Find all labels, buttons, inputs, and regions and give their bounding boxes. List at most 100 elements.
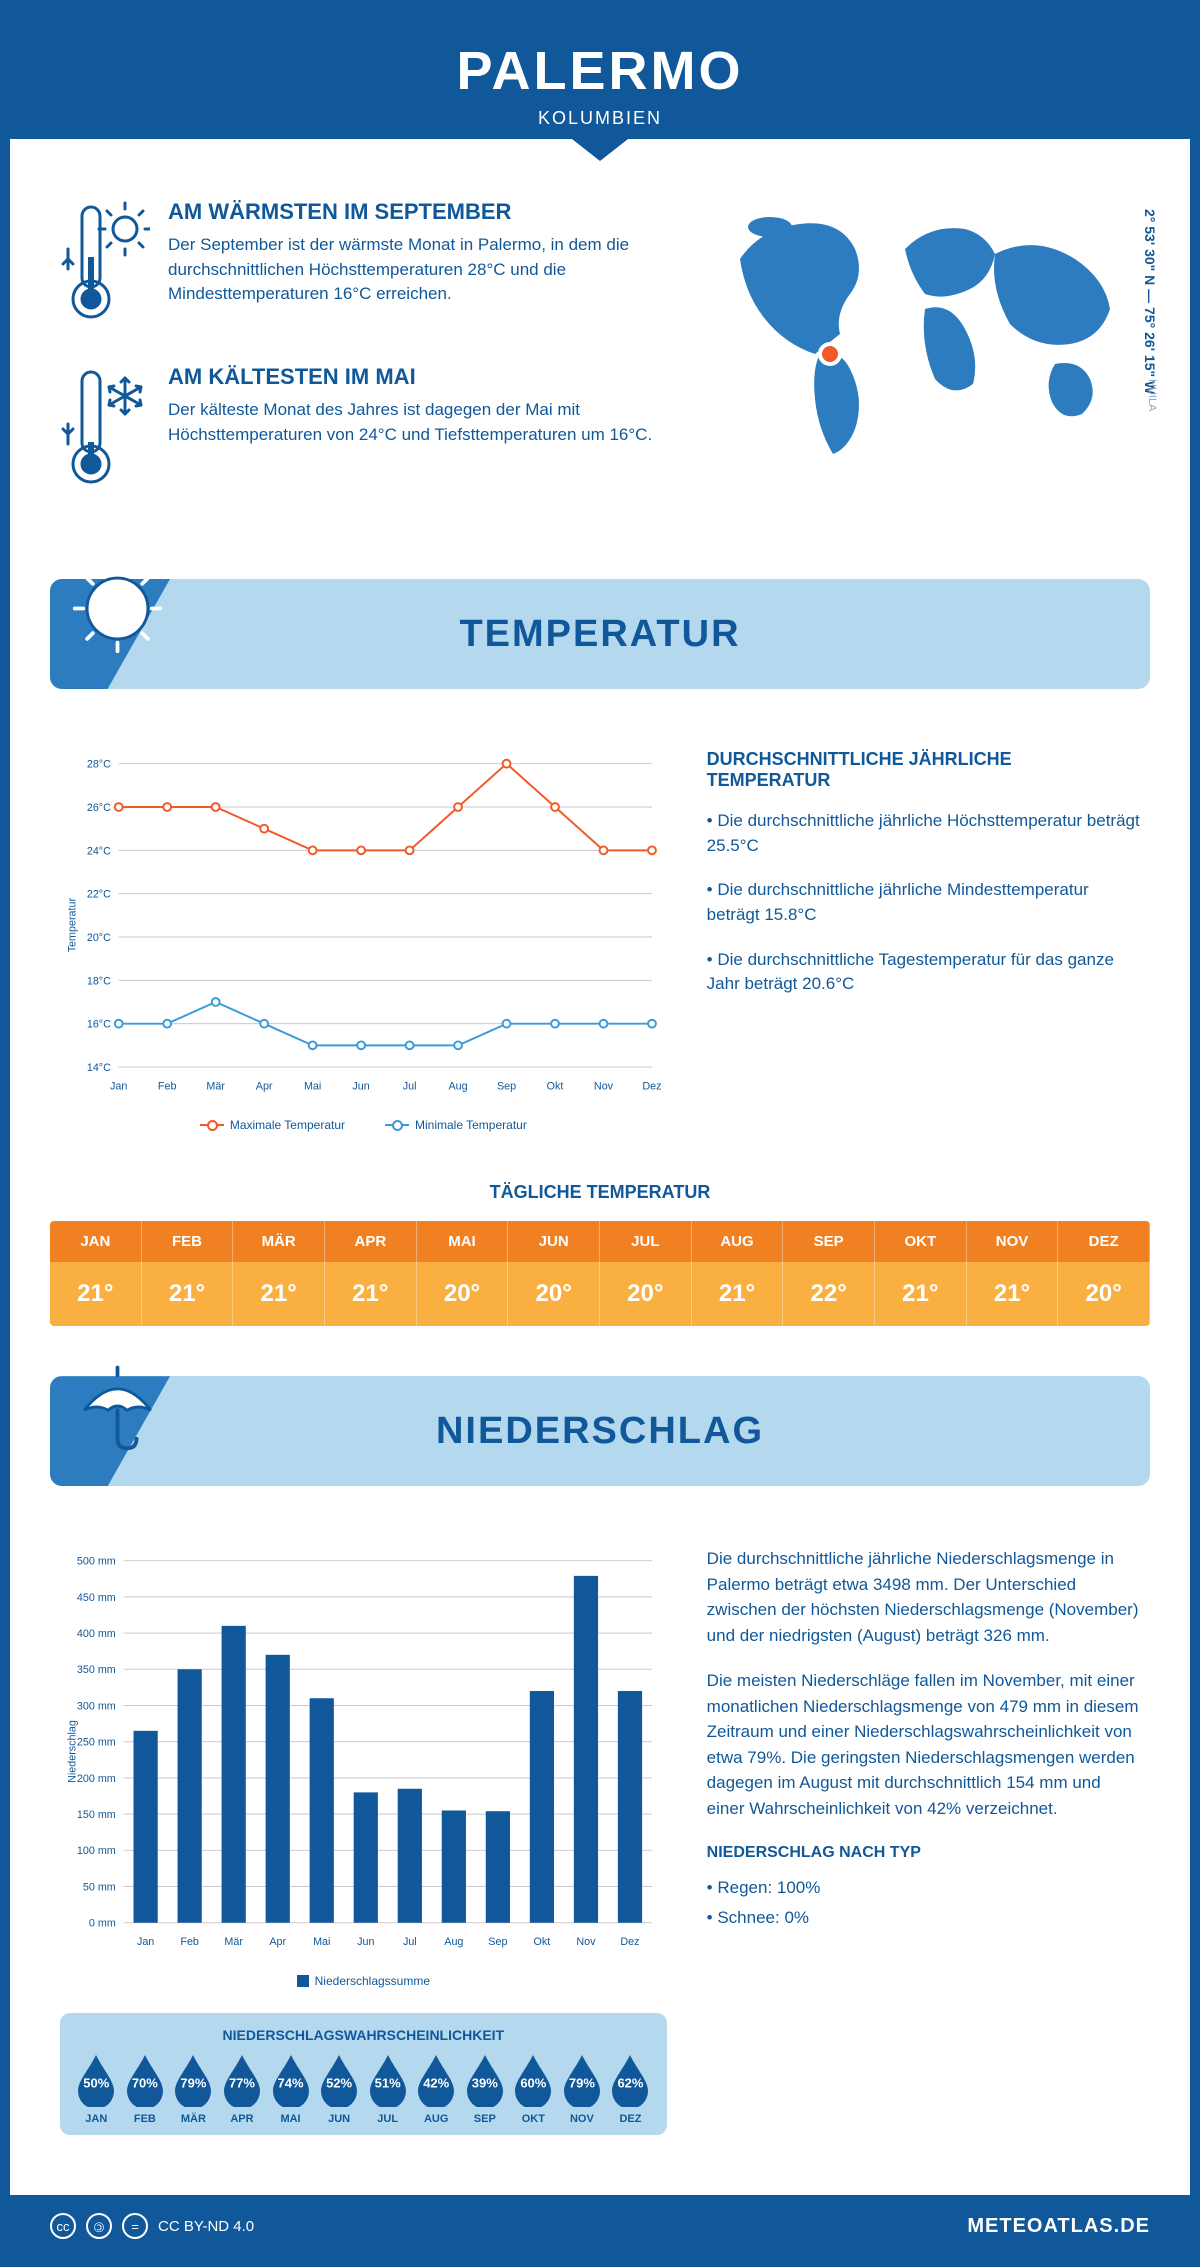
temp-bullet-1: • Die durchschnittliche jährliche Mindes… [707,878,1140,927]
svg-text:16°C: 16°C [87,1019,111,1031]
svg-text:Aug: Aug [448,1081,467,1093]
daily-month: SEP [783,1221,875,1262]
warmest-title: AM WÄRMSTEN IM SEPTEMBER [168,199,680,225]
daily-value: 21° [142,1262,234,1326]
drop-item: 52% JUN [315,2053,364,2125]
svg-text:Mär: Mär [224,1936,243,1948]
svg-text:18°C: 18°C [87,975,111,987]
svg-text:Apr: Apr [256,1081,273,1093]
probability-drops: 50% JAN 70% FEB 79% MÄR 77% APR 74% MAI … [72,2053,655,2125]
daily-month: NOV [967,1221,1059,1262]
precip-type-title: NIEDERSCHLAG NACH TYP [707,1841,1140,1865]
svg-text:Jul: Jul [403,1081,417,1093]
svg-text:28°C: 28°C [87,759,111,771]
svg-text:Dez: Dez [642,1081,661,1093]
svg-text:26°C: 26°C [87,802,111,814]
daily-value: 21° [325,1262,417,1326]
thermometer-snow-icon [60,364,150,499]
drop-percent: 79% [180,2075,206,2090]
svg-text:Nov: Nov [594,1081,614,1093]
raindrop-icon: 50% [74,2053,118,2107]
svg-text:500 mm: 500 mm [77,1556,116,1568]
svg-text:100 mm: 100 mm [77,1845,116,1857]
temperature-body: 14°C16°C18°C20°C22°C24°C26°C28°CJanFebMä… [10,709,1190,1152]
raindrop-icon: 52% [317,2053,361,2107]
temp-legend: .legend-item:nth-child(1) .legend-sw::af… [60,1118,667,1132]
daily-month: MÄR [233,1221,325,1262]
coldest-title: AM KÄLTESTEN IM MAI [168,364,680,390]
daily-month: MAI [417,1221,509,1262]
coordinates: 2° 53' 30" N — 75° 26' 15" W [1142,209,1158,394]
footer-license: cc 🄯 = CC BY-ND 4.0 [50,2213,254,2239]
world-map-icon [710,199,1140,459]
drop-percent: 70% [132,2075,158,2090]
raindrop-icon: 51% [366,2053,410,2107]
drop-month: MAI [266,2113,315,2125]
raindrop-icon: 77% [220,2053,264,2107]
drop-percent: 62% [617,2075,643,2090]
raindrop-icon: 70% [123,2053,167,2107]
svg-text:350 mm: 350 mm [77,1664,116,1676]
drop-month: SEP [461,2113,510,2125]
svg-text:150 mm: 150 mm [77,1809,116,1821]
svg-text:Aug: Aug [444,1936,463,1948]
svg-text:Jan: Jan [110,1081,127,1093]
nd-icon: = [122,2213,148,2239]
precip-banner: NIEDERSCHLAG [50,1376,1150,1486]
svg-text:50 mm: 50 mm [83,1882,116,1894]
drop-month: JUN [315,2113,364,2125]
raindrop-icon: 62% [608,2053,652,2107]
svg-text:Jan: Jan [137,1936,154,1948]
temp-bullet-0: • Die durchschnittliche jährliche Höchst… [707,809,1140,858]
drop-month: AUG [412,2113,461,2125]
svg-text:0 mm: 0 mm [89,1918,116,1930]
drop-item: 42% AUG [412,2053,461,2125]
drop-month: JUL [363,2113,412,2125]
precip-para-1: Die meisten Niederschläge fallen im Nove… [707,1668,1140,1821]
svg-text:Mär: Mär [206,1081,225,1093]
drop-percent: 42% [423,2075,449,2090]
precip-chart-column: 0 mm50 mm100 mm150 mm200 mm250 mm300 mm3… [60,1546,667,2135]
svg-text:24°C: 24°C [87,845,111,857]
intro-facts: AM WÄRMSTEN IM SEPTEMBER Der September i… [60,199,680,529]
svg-text:Dez: Dez [620,1936,639,1948]
country-subtitle: KOLUMBIEN [10,108,1190,129]
daily-value: 22° [783,1262,875,1326]
drop-month: APR [218,2113,267,2125]
raindrop-icon: 42% [414,2053,458,2107]
svg-text:Nov: Nov [576,1936,596,1948]
world-map-container: 2° 53' 30" N — 75° 26' 15" W HUILA [710,199,1140,529]
legend-precip: Niederschlagssumme [297,1974,430,1988]
svg-text:Feb: Feb [180,1936,199,1948]
svg-text:450 mm: 450 mm [77,1592,116,1604]
svg-text:Niederschlag: Niederschlag [67,1720,79,1783]
precip-probability-box: NIEDERSCHLAGSWAHRSCHEINLICHKEIT 50% JAN … [60,2013,667,2135]
temperature-heading: TEMPERATUR [459,613,740,656]
precip-legend: Niederschlagssumme [60,1974,667,1988]
drop-percent: 60% [520,2075,546,2090]
drop-percent: 52% [326,2075,352,2090]
daily-month: OKT [875,1221,967,1262]
drop-item: 77% APR [218,2053,267,2125]
header-wrap: PALERMO KOLUMBIEN [10,10,1190,139]
svg-text:Jul: Jul [403,1936,417,1948]
thermometer-sun-icon [60,199,150,334]
drop-month: NOV [558,2113,607,2125]
daily-month: JUL [600,1221,692,1262]
raindrop-icon: 79% [171,2053,215,2107]
svg-text:400 mm: 400 mm [77,1628,116,1640]
precip-type-0: • Regen: 100% [707,1875,1140,1901]
warmest-text: Der September ist der wärmste Monat in P… [168,233,680,307]
daily-value: 21° [967,1262,1059,1326]
sun-icon [70,561,165,656]
raindrop-icon: 39% [463,2053,507,2107]
region-label: HUILA [1146,379,1158,411]
svg-text:Jun: Jun [352,1081,369,1093]
drop-month: OKT [509,2113,558,2125]
svg-text:Okt: Okt [534,1936,551,1948]
svg-text:Sep: Sep [488,1936,507,1948]
daily-month: JAN [50,1221,142,1262]
precip-para-0: Die durchschnittliche jährliche Niedersc… [707,1546,1140,1648]
daily-value: 20° [600,1262,692,1326]
svg-text:Jun: Jun [357,1936,374,1948]
